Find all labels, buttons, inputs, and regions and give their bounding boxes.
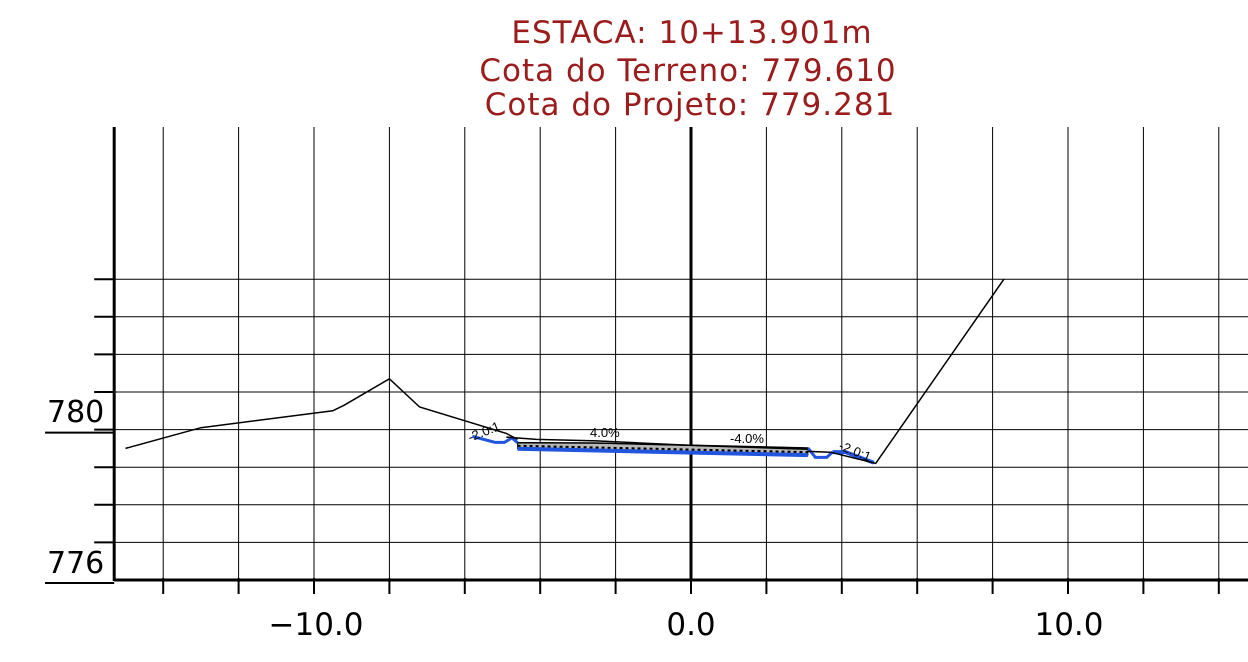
road-section bbox=[471, 434, 875, 465]
terrain-line bbox=[506, 436, 808, 450]
x-tick-label: 10.0 bbox=[1034, 607, 1103, 643]
grid bbox=[114, 127, 1248, 580]
axes bbox=[45, 127, 1248, 594]
right-crossfall-label: -4.0% bbox=[730, 431, 764, 446]
terrain-line bbox=[807, 278, 1005, 465]
station-title: ESTACA: 10+13.901m bbox=[511, 15, 872, 51]
project-elevation-title: Cota do Projeto: 779.281 bbox=[485, 87, 896, 123]
title-block: ESTACA: 10+13.901m Cota do Terreno: 779.… bbox=[479, 15, 896, 123]
terrain-line bbox=[125, 377, 518, 450]
right-slope-blue bbox=[832, 450, 875, 465]
terrain-series bbox=[125, 278, 1005, 465]
y-tick-label: 780 bbox=[47, 395, 104, 430]
x-tick-label: −10.0 bbox=[269, 607, 364, 643]
pavement-bottom-hatch bbox=[517, 444, 808, 454]
axis-labels: −10.0 0.0 10.0 780 776 bbox=[47, 395, 1104, 643]
terrain-elevation-title: Cota do Terreno: 779.610 bbox=[479, 53, 896, 89]
y-tick-label: 776 bbox=[47, 546, 104, 581]
right-ditch bbox=[806, 447, 834, 459]
pavement-bottom-line bbox=[517, 446, 808, 458]
right-slope-label: -2.0:1 bbox=[837, 438, 873, 464]
slope-annotations: -2.0:1 4.0% -4.0% -2.0:1 bbox=[466, 418, 874, 464]
x-tick-label: 0.0 bbox=[666, 607, 715, 643]
left-ditch bbox=[471, 434, 519, 444]
left-crossfall-label: 4.0% bbox=[590, 425, 620, 440]
